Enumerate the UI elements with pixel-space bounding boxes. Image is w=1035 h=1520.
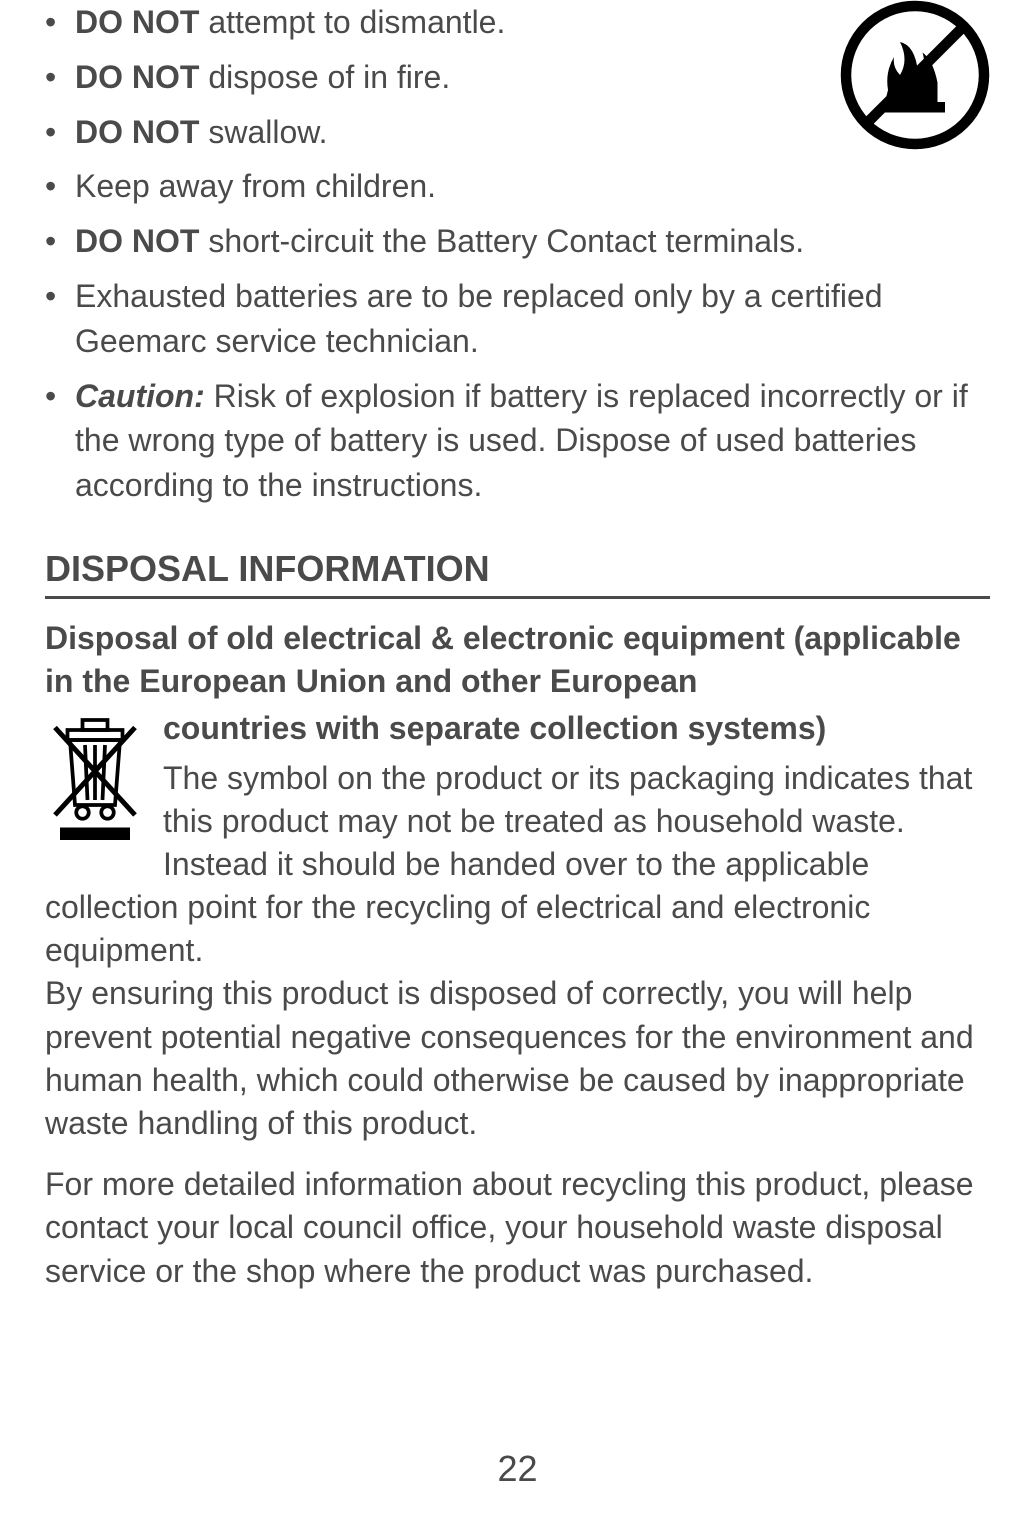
warning-item: Exhausted batteries are to be replaced o…: [45, 274, 990, 364]
warning-text: short-circuit the Battery Contact termin…: [199, 223, 804, 259]
warning-item: DO NOT dispose of in fire.: [45, 55, 990, 100]
warning-bold: DO NOT: [75, 114, 199, 150]
caution-label: Caution:: [75, 378, 205, 414]
weee-bin-icon: [45, 715, 145, 845]
warning-item: DO NOT attempt to dismantle.: [45, 0, 990, 45]
warning-bold: DO NOT: [75, 4, 199, 40]
page-number: 22: [497, 1448, 537, 1490]
disposal-subheading-1: Disposal of old electrical & electronic …: [45, 617, 990, 703]
warning-bold: DO NOT: [75, 59, 199, 95]
warning-text: dispose of in fire.: [199, 59, 450, 95]
disposal-heading: DISPOSAL INFORMATION: [45, 548, 990, 599]
disposal-para-1: The symbol on the product or its packagi…: [45, 757, 990, 973]
caution-text: Risk of explosion if battery is replaced…: [75, 378, 968, 504]
warning-bold: DO NOT: [75, 223, 199, 259]
warning-text: Keep away from children.: [75, 168, 436, 204]
disposal-subheading-2: countries with separate collection syste…: [45, 707, 990, 750]
disposal-para-2: By ensuring this product is disposed of …: [45, 972, 990, 1145]
warning-caution: Caution: Risk of explosion if battery is…: [45, 374, 990, 508]
warning-text: Exhausted batteries are to be replaced o…: [75, 278, 883, 359]
warning-text: swallow.: [199, 114, 327, 150]
warning-item: DO NOT short-circuit the Battery Contact…: [45, 219, 990, 264]
warning-text: attempt to dismantle.: [199, 4, 505, 40]
disposal-para-3: For more detailed information about recy…: [45, 1163, 990, 1293]
warning-item: DO NOT swallow.: [45, 110, 990, 155]
warning-item: Keep away from children.: [45, 164, 990, 209]
weee-section: countries with separate collection syste…: [45, 707, 990, 972]
warnings-list: DO NOT attempt to dismantle. DO NOT disp…: [45, 0, 990, 508]
